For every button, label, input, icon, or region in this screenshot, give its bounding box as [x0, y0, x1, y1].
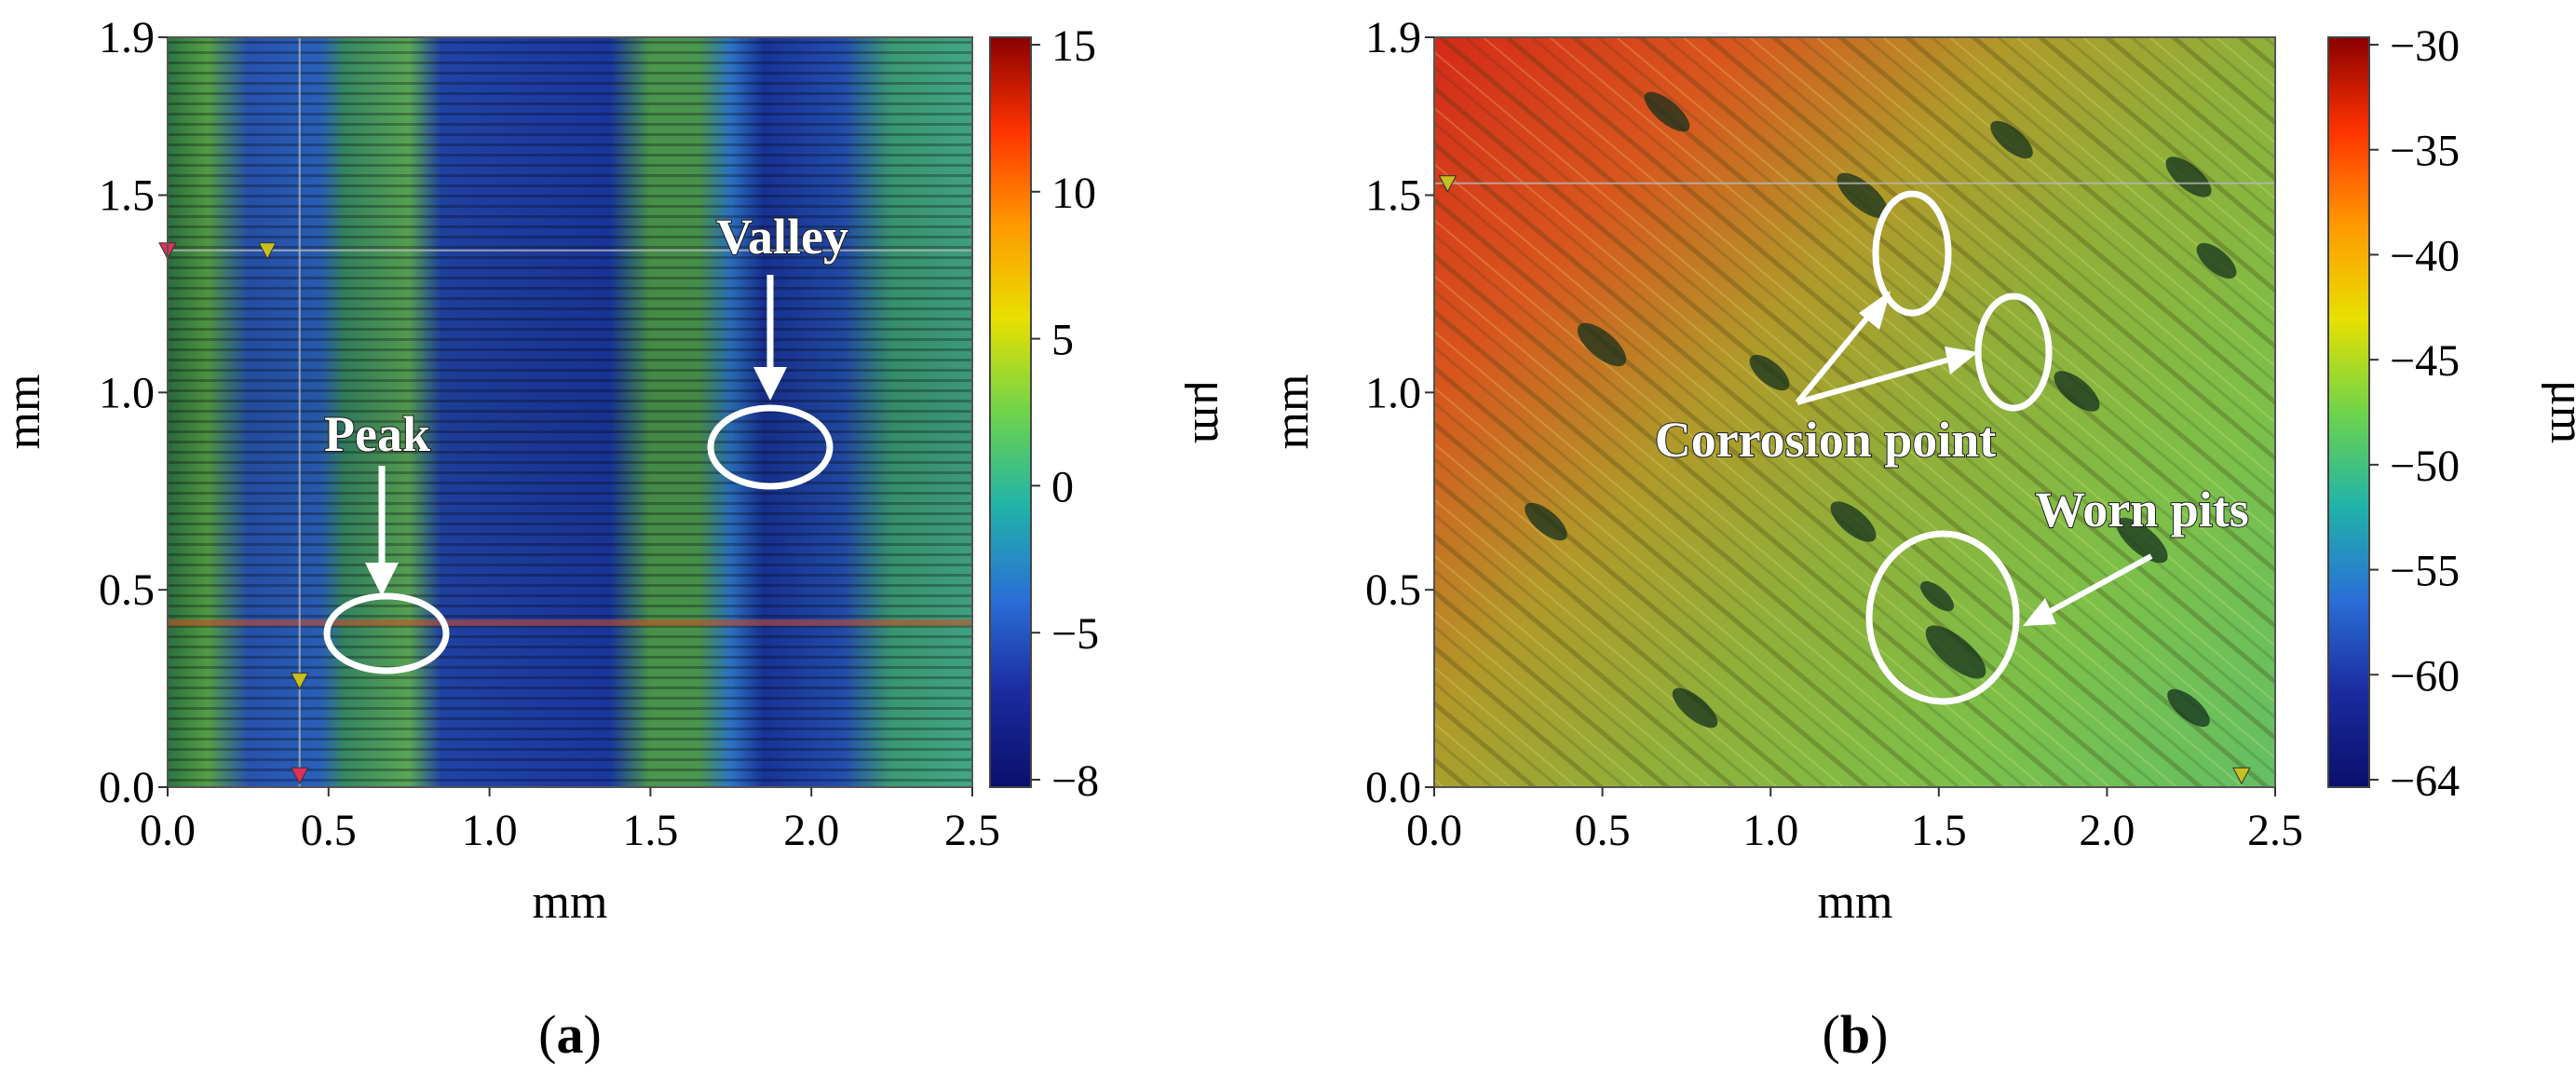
x-tick-label: 1.0: [462, 806, 518, 855]
panel-b-markers: [1438, 175, 2251, 785]
corrosion-ellipse-1: [1872, 190, 1952, 317]
panel-a-x-label: mm: [533, 876, 608, 929]
corrosion-arrow-2-head: [1945, 347, 1978, 374]
panel-a-letter: a: [557, 1004, 584, 1065]
x-tick-label: 1.0: [1742, 806, 1798, 855]
colorbar-tick-label: 0: [1051, 462, 1074, 511]
marker-triangle: [290, 673, 309, 690]
valley-arrow-head: [753, 367, 787, 401]
corrosion-arrow-1-shaft: [1795, 310, 1875, 404]
colorbar-tick-label: −35: [2390, 127, 2460, 176]
panel-a-colorbar-ticks: 15 10 5 0 −5 −8: [1031, 21, 1099, 806]
panel-b-dark-spots: [1525, 91, 2237, 728]
x-tick-label: 1.5: [622, 806, 678, 855]
y-tick-label: 0.5: [1365, 565, 1421, 615]
colorbar-tick-label: 10: [1051, 169, 1096, 218]
x-tick-label: 0.0: [140, 806, 196, 855]
panel-b-colorbar-ticks: −30 −35 −40 −45 −50 −55 −60 −64: [2369, 21, 2460, 806]
y-tick-label: 1.9: [1365, 13, 1421, 62]
peak-ellipse: [323, 592, 450, 674]
colorbar-tick-label: −60: [2390, 651, 2460, 701]
panel-a-y-label: mm: [0, 374, 50, 450]
y-tick-label: 0.5: [99, 565, 155, 615]
panel-a-peak-line: [168, 619, 972, 626]
colorbar-tick-label: −50: [2390, 442, 2460, 491]
panel-a-x-ticks: 0.0 0.5 1.0 1.5 2.0 2.5: [140, 787, 1000, 855]
colorbar-tick-label: −8: [1051, 756, 1099, 806]
marker-triangle: [290, 767, 309, 785]
panel-a-colorbar: [989, 36, 1032, 788]
colorbar-tick-label: −30: [2390, 21, 2460, 71]
panel-b-x-label: mm: [1818, 876, 1893, 929]
corrosion-arrow-2-shaft: [1796, 355, 1957, 405]
x-tick-label: 1.5: [1911, 806, 1967, 855]
panel-b-x-ticks: 0.0 0.5 1.0 1.5 2.0 2.5: [1406, 787, 2303, 855]
panel-b: 0.0 0.5 1.0 1.5 2.0 2.5 0.0 0.5 1.0 1.5 1.9 mm mm…: [1266, 13, 2576, 1065]
marker-triangle: [2232, 767, 2251, 785]
panel-a-annotations: Peak Valley: [323, 208, 849, 674]
y-tick-label: 0.0: [1365, 763, 1421, 812]
y-tick-label: 1.5: [99, 170, 155, 220]
y-tick-label: 1.5: [1365, 170, 1421, 220]
peak-label: Peak: [324, 406, 430, 462]
valley-ellipse: [707, 404, 834, 490]
panel-b-y-label: mm: [1266, 374, 1319, 450]
colorbar-tick-label: −40: [2390, 231, 2460, 280]
panel-a-y-ticks: 0.0 0.5 1.0 1.5 1.9: [99, 13, 168, 812]
panel-b-frame: [1433, 36, 2276, 788]
panel-a-shading: [168, 37, 972, 787]
colorbar-tick-label: −55: [2390, 547, 2460, 596]
panel-b-annotations: Corrosion point Worn pits: [1654, 190, 2250, 705]
worn-pits-arrow-head: [2023, 598, 2056, 626]
panel-a: 0.0 0.5 1.0 1.5 2.0 2.5 0.0 0.5 1.0 1.5 1.9 mm mm…: [0, 13, 1237, 1065]
panel-b-colorbar: [2327, 36, 2370, 788]
x-tick-label: 0.5: [301, 806, 357, 855]
panel-b-colorbar-label: μm: [2541, 380, 2576, 443]
panel-b-wear-tracks: [1434, 37, 2275, 787]
y-tick-label: 1.9: [99, 13, 155, 62]
valley-label: Valley: [716, 209, 848, 265]
panel-a-colorbar-label: μm: [1184, 380, 1237, 443]
panel-a-frame: [167, 36, 973, 788]
panel-a-caption: (a): [538, 1004, 602, 1065]
marker-triangle: [258, 242, 277, 260]
panel-a-gridlines: [168, 37, 972, 787]
panel-a-markers: [158, 242, 309, 785]
corrosion-arrow-1-head: [1859, 291, 1891, 330]
peak-arrow-head: [365, 563, 399, 596]
colorbar-tick-label: 5: [1051, 316, 1074, 365]
colorbar-tick-label: −5: [1051, 609, 1099, 659]
colorbar-tick-label: 15: [1051, 21, 1096, 71]
panel-b-caption: (b): [1823, 1004, 1889, 1065]
colorbar-tick-label: −64: [2390, 756, 2460, 806]
x-tick-label: 2.5: [944, 806, 1000, 855]
y-tick-label: 1.0: [1365, 368, 1421, 417]
panel-b-y-ticks: 0.0 0.5 1.0 1.5 1.9: [1365, 13, 1434, 812]
worn-pits-arrow-shaft: [2045, 553, 2153, 616]
x-tick-label: 2.0: [2079, 806, 2135, 855]
marker-triangle: [1438, 175, 1457, 193]
worn-pits-label: Worn pits: [2035, 482, 2249, 538]
x-tick-label: 0.0: [1406, 806, 1462, 855]
x-tick-label: 2.5: [2247, 806, 2303, 855]
worn-pits-ellipse: [1865, 530, 2020, 705]
x-tick-label: 0.5: [1575, 806, 1631, 855]
colorbar-tick-label: −45: [2390, 336, 2460, 386]
corrosion-label: Corrosion point: [1655, 412, 1997, 468]
x-tick-label: 2.0: [783, 806, 839, 855]
panel-b-letter: b: [1840, 1004, 1870, 1065]
y-tick-label: 1.0: [99, 368, 155, 417]
y-tick-label: 0.0: [99, 763, 155, 812]
